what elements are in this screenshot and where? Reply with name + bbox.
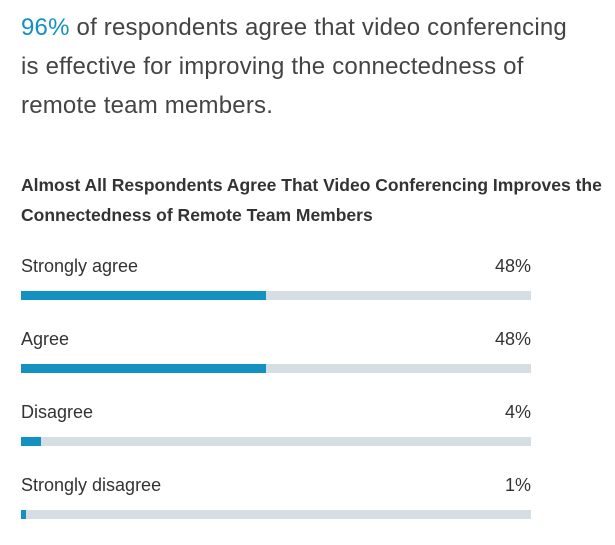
bar xyxy=(21,291,266,300)
headline-text: of respondents agree that video conferen… xyxy=(21,14,567,119)
bar xyxy=(21,364,266,373)
value-label: 48% xyxy=(494,329,531,349)
bar-track xyxy=(21,364,531,373)
value-label: 4% xyxy=(504,402,531,422)
value-label: 48% xyxy=(494,256,531,276)
chart-title: Almost All Respondents Agree That Video … xyxy=(21,175,602,225)
category-label: Disagree xyxy=(21,402,94,422)
bar-track xyxy=(21,510,531,519)
bar-track xyxy=(21,291,531,300)
category-label: Strongly disagree xyxy=(21,475,162,495)
bar xyxy=(21,437,42,446)
headline: 96% of respondents agree that video conf… xyxy=(21,8,581,125)
value-label: 1% xyxy=(504,475,531,495)
bar-track xyxy=(21,437,531,446)
category-label: Agree xyxy=(21,329,70,349)
bar xyxy=(21,510,27,519)
headline-highlight: 96% xyxy=(21,14,70,41)
category-label: Strongly agree xyxy=(21,256,139,276)
